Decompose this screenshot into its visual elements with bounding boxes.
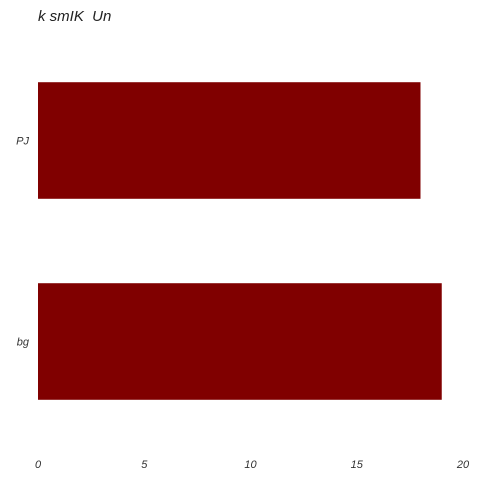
- bars-layer: [38, 82, 442, 400]
- x-tick-label-0: 0: [35, 459, 42, 471]
- bar-PJ: [38, 82, 421, 199]
- y-tick-label-bg: bg: [17, 337, 30, 349]
- bar-bg: [38, 283, 442, 400]
- x-tick-label-10: 10: [244, 459, 257, 471]
- x-axis-ticks: 0 5 10 15 20: [35, 459, 470, 471]
- x-tick-label-20: 20: [456, 459, 470, 471]
- chart-title: k smIK Un: [38, 8, 112, 25]
- y-tick-label-PJ: PJ: [16, 136, 29, 148]
- x-tick-label-5: 5: [141, 459, 148, 471]
- x-tick-label-15: 15: [351, 459, 364, 471]
- y-axis-ticks: PJ bg: [16, 136, 30, 349]
